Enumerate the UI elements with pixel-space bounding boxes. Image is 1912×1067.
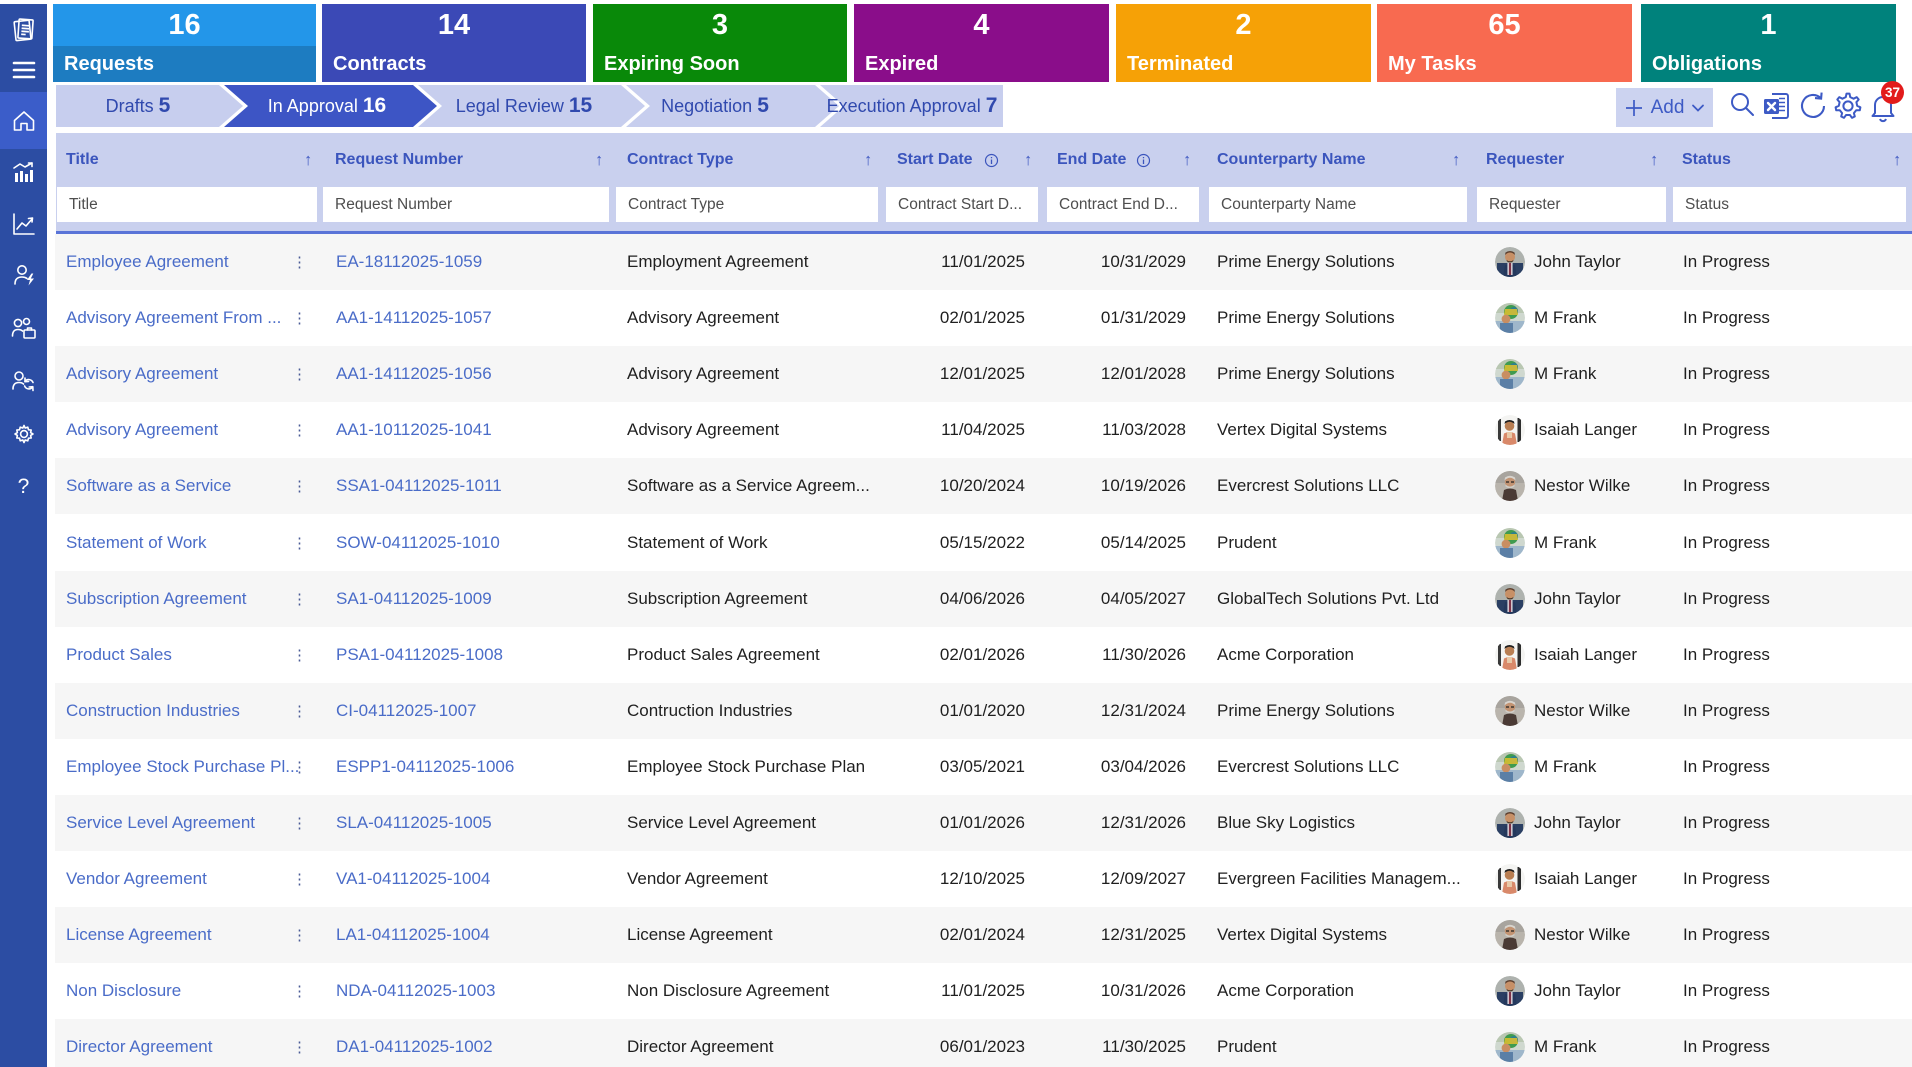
svg-text:Legal Review 15: Legal Review 15 (456, 94, 593, 117)
svg-text:Execution Approval 7: Execution Approval 7 (827, 94, 998, 117)
svg-text:In Approval 16: In Approval 16 (268, 94, 386, 117)
svg-text:Negotiation 5: Negotiation 5 (661, 94, 769, 117)
svg-text:Drafts 5: Drafts 5 (106, 94, 171, 117)
